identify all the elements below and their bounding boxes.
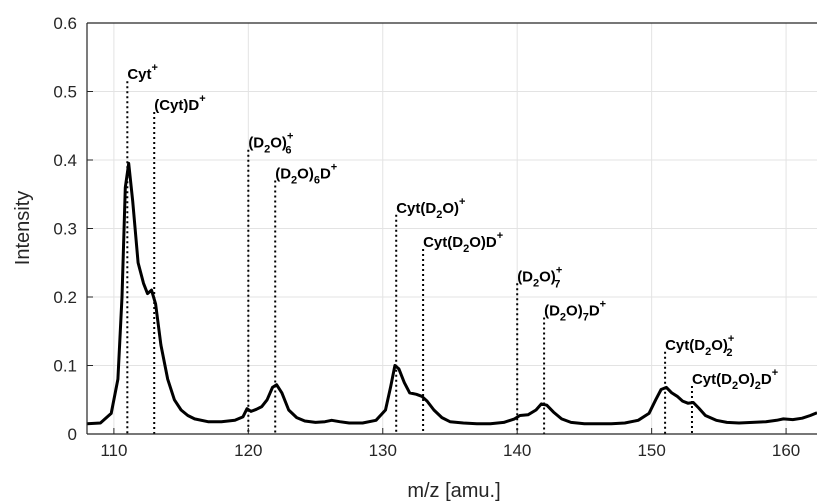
x-tick-label: 110 [100,441,127,460]
peak-label: Cyt(D2O)+ [396,196,465,221]
y-tick-label: 0.5 [53,83,77,102]
spectrum-line [86,161,817,426]
peak-marker-lines [126,81,693,434]
peak-label: Cyt+ [127,62,158,83]
x-tick-label: 150 [637,441,665,460]
peak-label: (D2O)+ 6 [248,131,293,157]
axes-frame [86,22,817,435]
y-tick-label: 0.4 [53,151,77,170]
peak-label: Cyt(D2O)D+ [423,230,503,255]
peak-annotations: Cyt+ (Cyt)D+ (D2O)+ 6 (D2O)6D+ Cyt(D2O)+ Cyt(D… [127,62,778,392]
peak-label: (D2O)6D+ [275,162,337,187]
y-tick-label: 0.1 [53,357,77,376]
y-tick-label: 0.2 [53,288,77,307]
peak-label: (D2O)7D+ [544,299,606,324]
peak-label: (Cyt)D+ [154,93,205,114]
y-tick-label: 0.3 [53,220,77,239]
x-tick-labels: 110 120 130 140 150 160 [100,441,800,460]
y-axis-label: Intensity [12,191,34,265]
y-tick-labels: 0 0.1 0.2 0.3 0.4 0.5 0.6 [53,14,77,444]
x-tick-label: 140 [503,441,531,460]
peak-label: Cyt(D2O)+ 2 [665,333,734,359]
peak-label: (D2O)+ 7 [517,264,562,290]
y-tick-label: 0.6 [53,14,77,33]
peak-label: Cyt(D2O)2D+ [692,367,778,392]
x-tick-label: 130 [369,441,397,460]
y-tick-label: 0 [68,425,77,444]
x-tick-label: 160 [772,441,800,460]
x-tick-label: 120 [234,441,262,460]
x-axis-label: m/z [amu.] [407,480,500,502]
